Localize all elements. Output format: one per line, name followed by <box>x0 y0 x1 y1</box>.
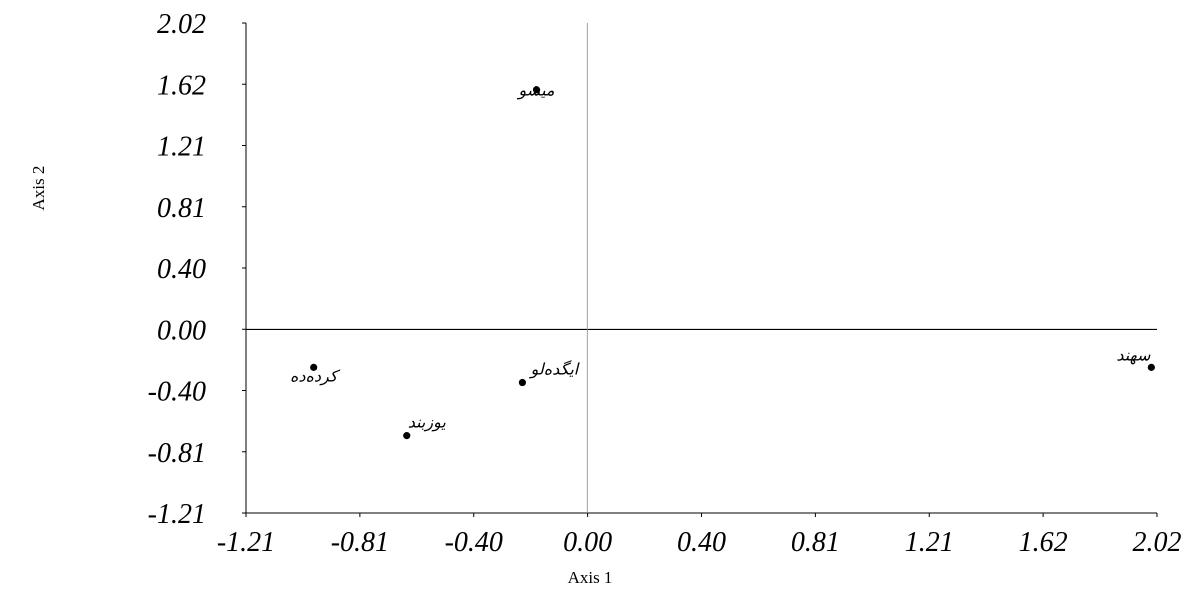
y-tick-label: -0.81 <box>148 438 206 469</box>
y-axis-title: Axis 2 <box>29 166 48 211</box>
x-tick-label: -0.40 <box>445 527 503 558</box>
x-tick-label: 0.00 <box>563 527 612 558</box>
data-point-label: کرده‌ده <box>290 366 341 385</box>
data-point-label: میشو <box>517 81 555 100</box>
data-point <box>532 86 541 94</box>
y-tick-label: 0.40 <box>157 254 206 285</box>
x-tick-label: 0.81 <box>791 527 840 558</box>
y-tick-label: 0.81 <box>157 193 206 224</box>
data-points: میشو سهند کرده‌ده ایگده‌لو یوزبند <box>290 81 1155 440</box>
y-tick-label: 1.62 <box>157 70 206 101</box>
data-point <box>1147 363 1155 371</box>
data-point-label: یوزبند <box>408 413 447 432</box>
x-tick-label: 2.02 <box>1133 527 1182 558</box>
x-tick-label: -1.21 <box>217 527 275 558</box>
data-point-label: ایگده‌لو <box>529 360 580 379</box>
x-tick-label: 1.62 <box>1019 527 1068 558</box>
axes <box>242 22 1158 517</box>
data-point <box>310 363 318 371</box>
x-tick-label: 1.21 <box>905 527 954 558</box>
y-tick-label: -1.21 <box>148 499 206 530</box>
data-point <box>403 432 411 440</box>
y-tick-labels: 2.02 1.62 1.21 0.81 0.40 0.00 -0.40 -0.81 -1.21 <box>148 9 206 530</box>
y-tick-label: -0.40 <box>148 377 206 408</box>
x-tick-label: -0.81 <box>331 527 389 558</box>
y-tick-label: 1.21 <box>157 132 206 163</box>
y-tick-label: 0.00 <box>157 315 206 346</box>
y-tick-label: 2.02 <box>157 9 206 40</box>
data-point <box>518 378 527 387</box>
x-axis-title: Axis 1 <box>568 568 613 587</box>
x-tick-labels: -1.21 -0.81 -0.40 0.00 0.40 0.81 1.21 1.62 2.02 <box>217 527 1182 558</box>
x-tick-label: 0.40 <box>677 527 726 558</box>
data-point-label: سهند <box>1116 345 1151 364</box>
